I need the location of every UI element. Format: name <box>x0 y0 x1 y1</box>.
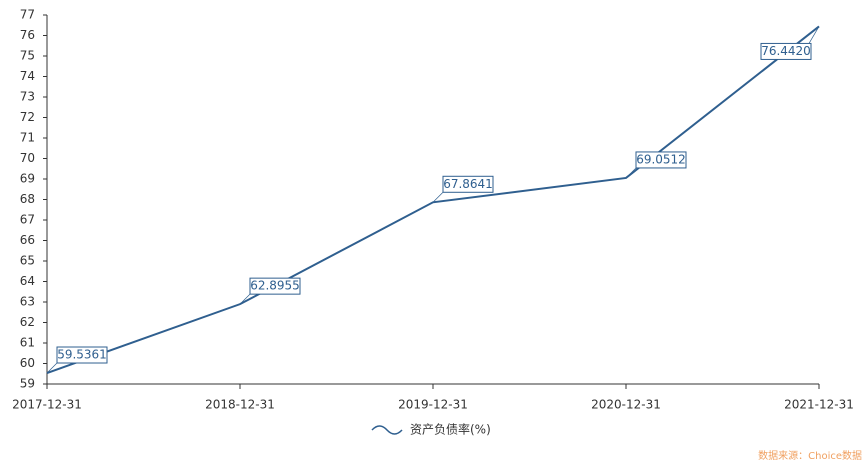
data-label: 69.0512 <box>636 152 686 166</box>
y-tick-label: 64 <box>20 274 35 288</box>
legend-label[interactable]: 资产负债率(%) <box>410 422 491 437</box>
source-note: 数据来源：Choice数据 <box>758 449 862 462</box>
y-tick-label: 66 <box>20 233 35 247</box>
y-tick-label: 72 <box>20 110 35 124</box>
y-tick-label: 60 <box>20 356 35 370</box>
label-box <box>249 277 301 295</box>
y-tick-label: 62 <box>20 315 35 329</box>
y-tick-label: 69 <box>20 172 35 186</box>
label-leader <box>239 293 251 305</box>
y-tick-label: 67 <box>20 213 35 227</box>
label-leader <box>625 167 637 179</box>
y-tick-label: 73 <box>20 90 35 104</box>
x-tick-label: 2019-12-31 <box>398 398 468 412</box>
data-label: 62.8955 <box>250 279 300 293</box>
data-line <box>46 25 820 374</box>
x-tick-label: 2021-12-31 <box>784 398 854 412</box>
y-tick-label: 76 <box>20 28 35 42</box>
label-leader <box>808 26 820 44</box>
y-tick-label: 70 <box>20 151 35 165</box>
y-tick-label: 59 <box>20 377 35 391</box>
label-box <box>442 175 494 193</box>
x-tick-label: 2020-12-31 <box>591 398 661 412</box>
label-box <box>635 151 687 169</box>
y-tick-label: 74 <box>20 69 35 83</box>
data-label: 59.5361 <box>57 348 107 362</box>
x-tick-label: 2017-12-31 <box>12 398 82 412</box>
label-box <box>56 346 108 364</box>
y-tick-label: 65 <box>20 254 35 268</box>
y-tick-label: 77 <box>20 8 35 22</box>
label-leader <box>432 192 444 203</box>
y-tick-label: 61 <box>20 336 35 350</box>
y-tick-label: 63 <box>20 295 35 309</box>
data-label: 76.4420 <box>761 44 811 58</box>
legend-icon <box>371 425 403 435</box>
y-tick-label: 68 <box>20 192 35 206</box>
data-label: 67.8641 <box>443 177 493 191</box>
label-box <box>760 42 812 60</box>
x-tick-label: 2018-12-31 <box>205 398 275 412</box>
y-tick-label: 71 <box>20 131 35 145</box>
label-leader <box>46 362 58 374</box>
y-tick-label: 75 <box>20 49 35 63</box>
